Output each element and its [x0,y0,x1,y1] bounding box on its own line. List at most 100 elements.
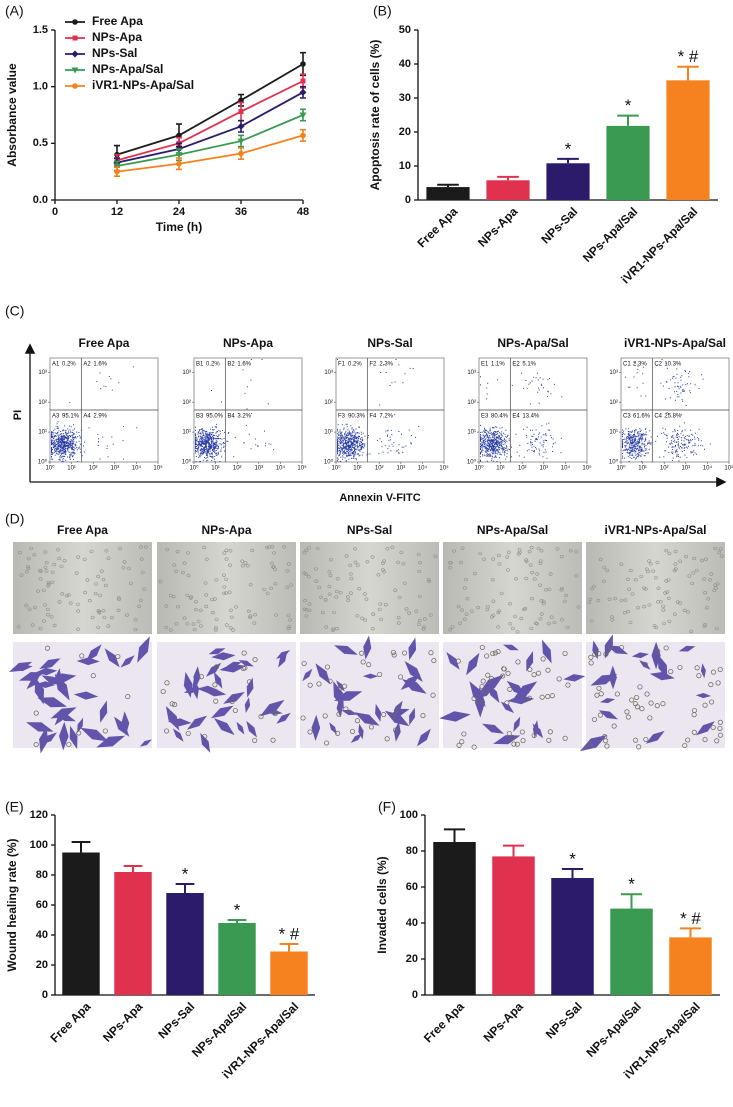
flow-x-tick-label: 10³ [254,466,263,472]
transwell-image [443,642,582,748]
flow-x-tick-label: 10² [660,466,669,472]
column-header: NPs-Apa/Sal [477,523,548,537]
legend-marker [72,83,78,89]
significance-label: * [182,864,189,883]
stained-cells [165,648,291,753]
significance-label: * [569,849,576,868]
quadrant-percent: 61.6% [633,414,651,420]
error-bar [279,943,299,952]
legend-label: Free Apa [92,14,143,28]
quadrant-percent: 13.4% [522,414,540,420]
panel-label: (E) [5,799,24,815]
wound-image [157,542,296,634]
quadrant-percent: 2.3% [379,362,393,368]
bar [546,163,590,200]
flow-title: Free Apa [79,336,130,350]
marker [299,88,307,96]
wound-image [13,542,152,634]
quadrant-id: F1 [338,362,346,368]
flow-x-tick-label: 10⁵ [724,465,733,472]
bar [666,80,710,200]
panel-label: (C) [5,303,24,319]
panel-label: (B) [373,3,392,19]
event-dots [51,366,138,462]
quadrant-percent: 95.0% [206,414,224,420]
column-header: NPs-Apa [201,523,251,537]
error-bar [502,844,525,857]
flow-y-tick-label: 10³ [467,370,476,376]
x-tick-label: NPs-Apa/Sal [580,204,640,264]
x-tick-label: 36 [235,206,247,218]
cell-texture [16,545,148,632]
error-bar [617,114,639,126]
flow-x-tick-label: 10⁰ [616,465,626,472]
quadrant-id: C2 [654,362,662,368]
flow-x-tick-label: 10⁰ [331,465,341,472]
cell-texture [158,545,294,632]
quadrant-percent: 3.2% [237,414,251,420]
flow-x-tick-label: 10⁵ [582,465,592,472]
transwell-image [300,642,439,748]
y-axis-label: Invaded cells (%) [375,856,389,953]
bar [492,856,535,995]
y-tick-label: 60 [406,881,418,893]
marker [300,132,306,139]
x-tick-label: NPs-Sal [538,204,580,246]
y-tick-label: 0 [412,989,418,1001]
flow-y-tick-label: 10¹ [182,430,191,436]
error-bar [227,919,247,923]
error-bar [443,828,466,842]
flow-x-tick-label: 10² [375,466,384,472]
quadrant-percent: 0.2% [348,362,362,368]
x-tick-label: NPs-Sal [543,999,585,1041]
marker [175,152,183,159]
x-tick-label: NPs-Apa/Sal [584,999,644,1059]
quadrant-id: E2 [512,362,520,368]
cell-texture [587,546,724,634]
marker [237,138,245,145]
quadrant-percent: 1.1% [491,362,505,368]
stained-cells [579,634,715,752]
flow-y-tick-label: 10³ [324,370,333,376]
y-tick-label: 80 [36,869,48,881]
significance-label: * [625,96,632,115]
bar [426,187,470,200]
quadrant-id: A3 [52,414,60,420]
event-dots [480,364,563,462]
x-tick-label: NPs-Sal [155,999,197,1041]
flow-y-tick-label: 10² [609,400,618,406]
quadrant-id: C1 [623,362,631,368]
bar [606,125,650,200]
flow-y-label: PI [12,410,24,420]
flow-y-tick-label: 10² [38,400,47,406]
quadrant-percent: 0.2% [62,362,76,368]
legend-marker [72,19,78,25]
bar [669,937,712,995]
quadrant-gate [50,358,158,462]
flow-x-tick-label: 10¹ [67,466,76,472]
flow-x-tick-label: 10⁰ [45,465,55,472]
quadrant-gate [194,358,302,462]
significance-label: * [234,900,241,919]
quadrant-percent: 5.1% [522,362,536,368]
quadrant-id: B1 [196,362,204,368]
y-tick-label: 20 [399,126,411,138]
bar [610,908,653,995]
panel-label: (F) [378,799,396,815]
flow-y-tick-label: 10² [324,400,333,406]
bar [114,872,152,995]
flow-x-tick-label: 10⁴ [418,465,428,472]
x-tick-label: Free Apa [47,999,93,1045]
flow-x-tick-label: 10⁰ [189,465,199,472]
flow-y-tick-label: 10² [182,400,191,406]
y-tick-label: 50 [399,24,411,36]
y-tick-label: 20 [406,953,418,965]
flow-title: NPs-Apa [223,336,273,350]
flow-y-tick-label: 10⁰ [38,459,48,466]
quadrant-percent: 2.3% [633,362,647,368]
marker [238,97,244,104]
legend-label: NPs-Sal [92,46,137,60]
bar [270,951,308,995]
marker [237,122,245,130]
significance-label: * # [678,47,699,66]
